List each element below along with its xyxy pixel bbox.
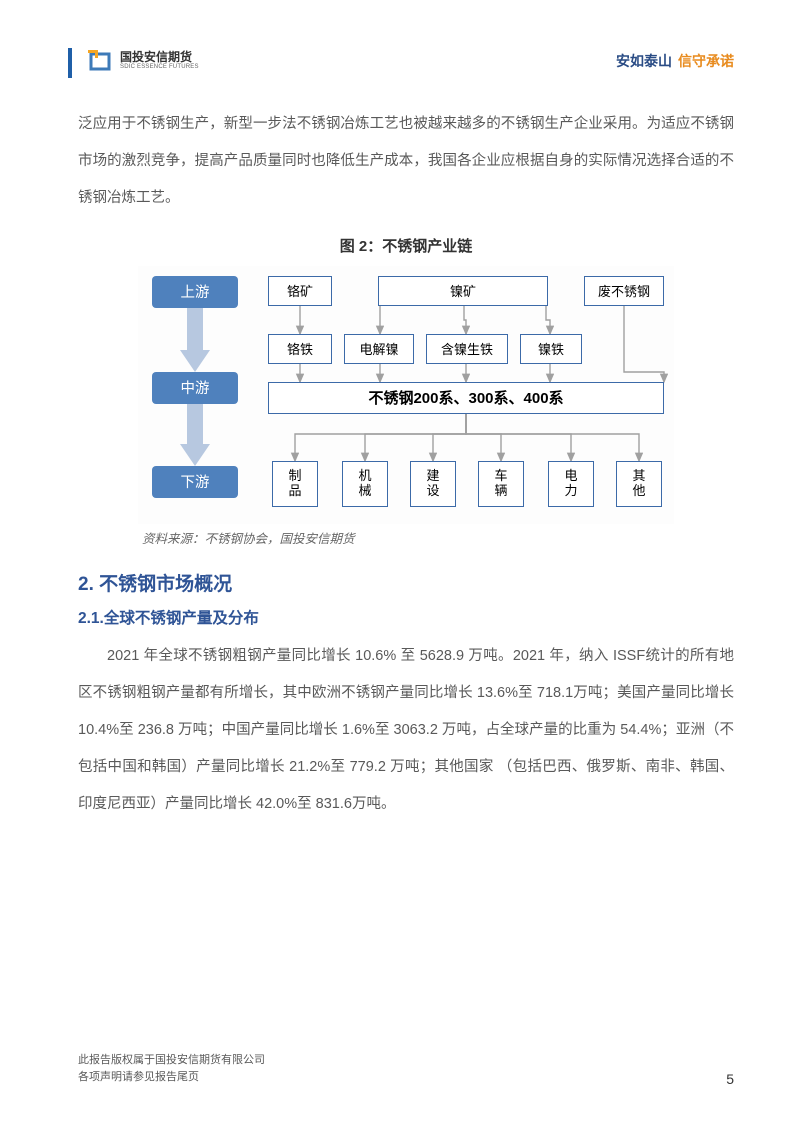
stage-downstream: 下游 — [152, 466, 238, 498]
node-d6: 其 他 — [616, 461, 662, 507]
stage-upstream: 上游 — [152, 276, 238, 308]
node-ss: 不锈钢200系、300系、400系 — [268, 382, 664, 414]
section-2-1-text: 2021 年全球不锈钢粗钢产量同比增长 10.6% 至 5628.9 万吨。20… — [78, 648, 734, 812]
logo-name-cn: 国投安信期货 — [120, 51, 199, 64]
figure-source: 资料来源：不锈钢协会，国投安信期货 — [142, 528, 734, 547]
stage-arrow-stem — [187, 404, 203, 444]
node-cr_ore: 铬矿 — [268, 276, 332, 306]
footer-line-1: 此报告版权属于国投安信期货有限公司 — [78, 1052, 265, 1070]
node-d3: 建 设 — [410, 461, 456, 507]
stage-arrow-stem — [187, 308, 203, 350]
tagline-part-1: 安如泰山 — [616, 53, 672, 69]
node-ni_ore: 镍矿 — [378, 276, 548, 306]
section-heading-2-1: 2.1.全球不锈钢产量及分布 — [78, 606, 734, 628]
intro-paragraph: 泛应用于不锈钢生产，新型一步法不锈钢冶炼工艺也被越来越多的不锈钢生产企业采用。为… — [78, 106, 734, 217]
node-d2: 机 械 — [342, 461, 388, 507]
logo-mark-icon — [88, 50, 114, 72]
footer-disclaimer: 此报告版权属于国投安信期货有限公司 各项声明请参见报告尾页 — [78, 1052, 265, 1087]
industry-chain-diagram: 上游中游下游 铬矿 镍矿 废不锈钢铬铁电解镍含镍生铁镍铁不锈钢200系、300系、40… — [138, 266, 674, 524]
page-header: 国投安信期货 SDIC ESSENCE FUTURES 安如泰山信守承诺 — [88, 50, 734, 72]
page-footer: 此报告版权属于国投安信期货有限公司 各项声明请参见报告尾页 5 — [78, 1052, 734, 1087]
header-accent-bar — [68, 48, 72, 78]
node-npig: 含镍生铁 — [426, 334, 508, 364]
node-ni_fe: 镍铁 — [520, 334, 582, 364]
logo-text: 国投安信期货 SDIC ESSENCE FUTURES — [120, 51, 199, 71]
node-d5: 电 力 — [548, 461, 594, 507]
node-d4: 车 辆 — [478, 461, 524, 507]
page-number: 5 — [726, 1071, 734, 1087]
node-cr_fe: 铬铁 — [268, 334, 332, 364]
section-2-1-paragraph: 2021 年全球不锈钢粗钢产量同比增长 10.6% 至 5628.9 万吨。20… — [78, 638, 734, 823]
tagline-part-2: 信守承诺 — [678, 53, 734, 69]
section-heading-2: 2. 不锈钢市场概况 — [78, 569, 734, 596]
stage-arrow-head — [180, 350, 210, 372]
company-logo: 国投安信期货 SDIC ESSENCE FUTURES — [88, 50, 199, 72]
node-scrap: 废不锈钢 — [584, 276, 664, 306]
node-d1: 制 品 — [272, 461, 318, 507]
stage-arrow-head — [180, 444, 210, 466]
page: 国投安信期货 SDIC ESSENCE FUTURES 安如泰山信守承诺 泛应用… — [0, 0, 802, 1133]
logo-name-en: SDIC ESSENCE FUTURES — [120, 64, 199, 71]
stage-midstream: 中游 — [152, 372, 238, 404]
node-e_ni: 电解镍 — [344, 334, 414, 364]
tagline: 安如泰山信守承诺 — [616, 51, 734, 71]
figure-title: 图 2：不锈钢产业链 — [78, 235, 734, 256]
footer-line-2: 各项声明请参见报告尾页 — [78, 1069, 265, 1087]
